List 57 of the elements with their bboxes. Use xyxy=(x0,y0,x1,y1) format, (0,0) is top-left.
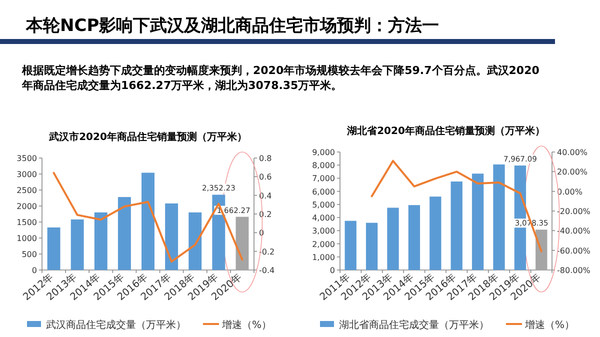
legend-label: 增速（%） xyxy=(221,319,272,331)
y2-tick-label: -80.00% xyxy=(557,266,591,275)
bar xyxy=(236,216,249,270)
bar xyxy=(450,182,462,270)
y-tick-label: 3500 xyxy=(16,154,37,163)
bar xyxy=(493,164,505,270)
y2-tick-label: 0.6 xyxy=(259,172,272,182)
y2-tick-label: 40.00% xyxy=(557,148,588,157)
y2-tick-label: -60.00% xyxy=(557,246,591,256)
bar xyxy=(142,172,154,270)
y2-tick-label: -20.00% xyxy=(557,207,591,216)
y2-tick-label: -0.4 xyxy=(259,266,275,275)
bar xyxy=(387,208,399,270)
y2-tick-label: 0.00% xyxy=(557,187,583,196)
chart-title: 武汉市2020年商品住宅销量预测（万平米） xyxy=(48,131,247,143)
text: 本轮NCP影响下武汉及湖北商品住宅市场预判：方法一 xyxy=(25,16,440,36)
chart-title: 湖北省2020年商品住宅销量预测（万平米） xyxy=(346,125,545,137)
y-tick-label: 500 xyxy=(22,250,37,259)
text: 根据既定增长趋势下成交量的变动幅度来预判，2020年市场规模较去年会下降59.7个百分点。武汉2020年商品住宅成交量为1662.27万平米，湖北为3078.35万平米。 xyxy=(22,63,540,93)
y2-tick-label: -0.2 xyxy=(259,247,275,256)
y2-tick-label: -40.00% xyxy=(557,226,591,236)
y-tick-label: 0 xyxy=(330,266,335,275)
bar xyxy=(408,205,420,270)
bar xyxy=(536,230,548,270)
y-tick-label: 2,000 xyxy=(312,240,335,249)
y-tick-label: 2000 xyxy=(16,202,37,211)
y-tick-label: 9,000 xyxy=(312,148,335,157)
y-tick-label: 5,000 xyxy=(312,200,335,210)
y-tick-label: 4,000 xyxy=(312,214,335,223)
y-tick-label: 1,000 xyxy=(312,252,335,262)
bar xyxy=(47,227,60,270)
bar xyxy=(344,220,356,270)
bar xyxy=(118,197,131,270)
y2-tick-label: 20.00% xyxy=(557,168,588,177)
bar xyxy=(70,219,84,270)
y2-tick-label: 0.2 xyxy=(259,210,272,219)
y-tick-label: 3,000 xyxy=(312,226,335,236)
bar xyxy=(165,203,178,270)
y-tick-label: 3000 xyxy=(16,170,37,179)
y-tick-label: 1000 xyxy=(16,234,37,243)
bar xyxy=(366,222,378,270)
y-tick-label: 0 xyxy=(32,266,37,275)
y2-tick-label: 0.8 xyxy=(259,154,272,163)
y-tick-label: 7,000 xyxy=(312,174,335,184)
y2-tick-label: 0 xyxy=(259,228,264,238)
y-tick-label: 1500 xyxy=(16,218,37,227)
y2-tick-label: 0.4 xyxy=(259,191,272,200)
bar xyxy=(94,212,108,270)
bar xyxy=(430,196,442,270)
bar xyxy=(472,174,484,270)
y-tick-label: 8,000 xyxy=(312,161,335,170)
y-tick-label: 2500 xyxy=(16,186,37,195)
legend-label: 增速（%） xyxy=(524,319,575,331)
legend-label: 武汉商品住宅成交量（万平米） xyxy=(46,319,186,331)
bar xyxy=(188,212,202,270)
y-tick-label: 6,000 xyxy=(312,187,335,196)
legend-label: 湖北省商品住宅成交量（万平米） xyxy=(339,319,489,331)
